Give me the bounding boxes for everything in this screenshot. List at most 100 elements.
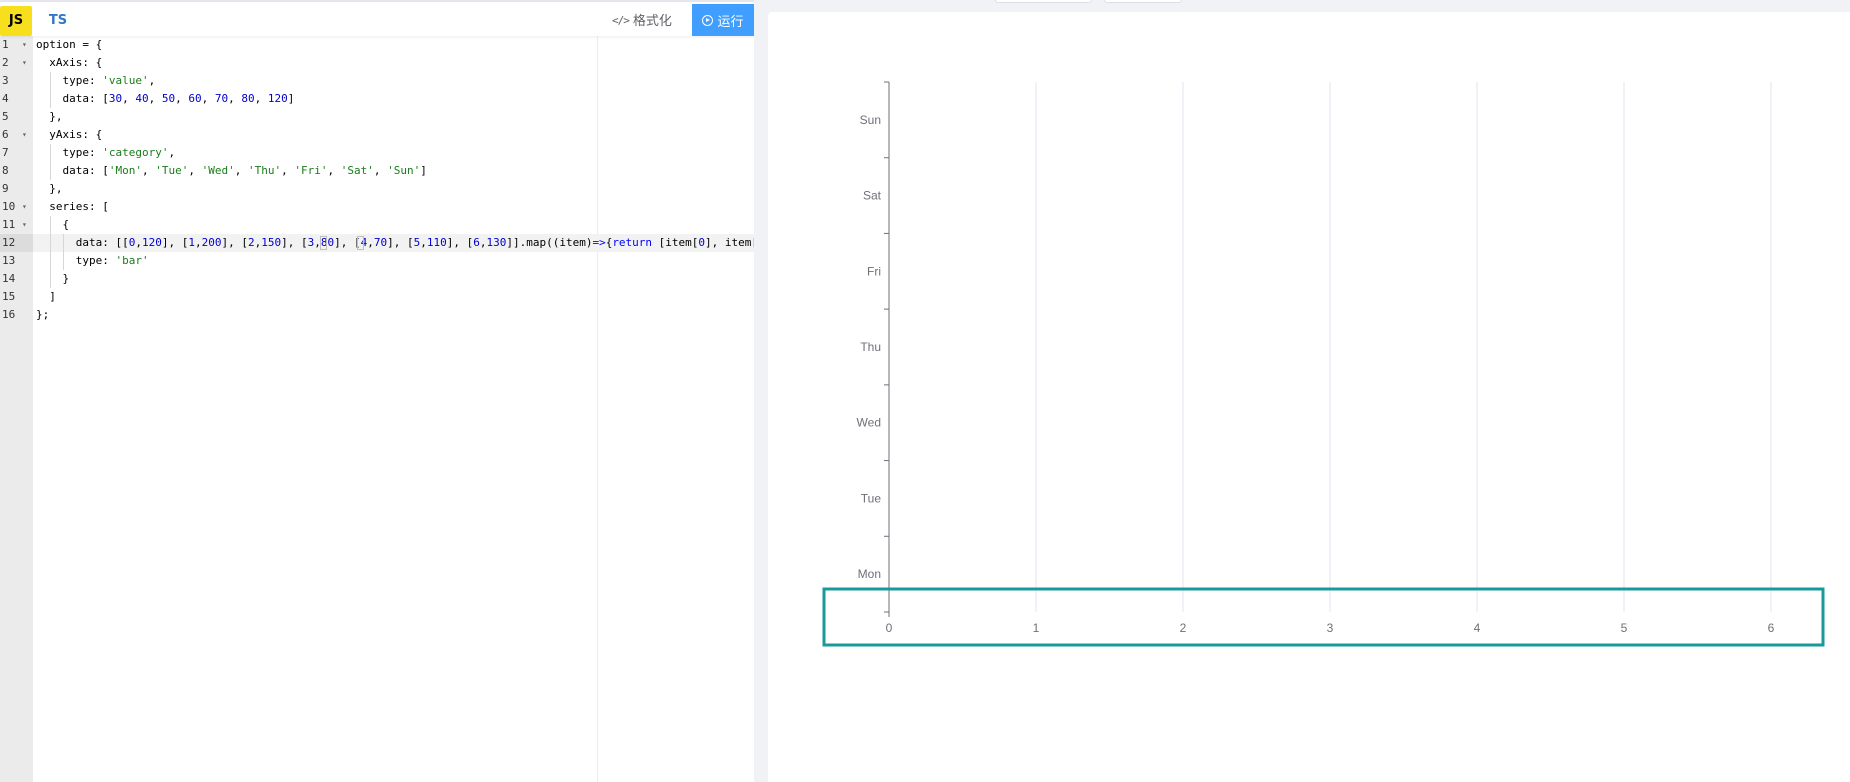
code-line-text: option = { [36,38,103,51]
indent-guide [50,72,52,90]
x-axis-label-0: 0 [886,621,893,635]
code-line[interactable]: }; [33,306,754,324]
indent-guide [63,234,65,252]
line-number: 11 ▾ [0,216,33,234]
code-line-text: } [36,272,70,285]
code-line-text: }, [36,110,63,123]
x-axis-label-3: 3 [1327,621,1334,635]
line-number-label: 9 [2,182,9,195]
fold-arrow-icon[interactable]: ▾ [22,220,27,229]
indent-guide [50,252,52,270]
code-line-text: type: 'bar' [36,254,149,267]
line-number-label: 15 [2,290,16,303]
line-number: 7 [0,144,33,162]
line-number: 9 [0,180,33,198]
code-line-text: ] [36,290,56,303]
editor-toolbar: JS TS </> 格式化 运行 [0,2,754,36]
line-number: 4 [0,90,33,108]
code-line-text: type: 'value', [36,74,156,87]
fold-arrow-icon[interactable]: ▾ [22,202,27,211]
line-number: 16 [0,306,33,324]
line-number-label: 16 [2,308,16,321]
y-axis-label-mon: Mon [858,567,881,581]
run-button[interactable]: 运行 [692,4,754,36]
line-number: 6 ▾ [0,126,33,144]
line-number-label: 11 [2,218,16,231]
line-number: 14 [0,270,33,288]
line-number: 15 [0,288,33,306]
y-axis-label-fri: Fri [867,264,881,278]
x-axis-label-4: 4 [1474,621,1481,635]
x-axis-highlight-box [822,587,1825,647]
fold-arrow-icon[interactable]: ▾ [22,40,27,49]
y-axis-label-tue: Tue [861,491,882,505]
line-number-label: 10 [2,200,16,213]
code-line[interactable]: data: ['Mon', 'Tue', 'Wed', 'Thu', 'Fri'… [33,162,754,180]
line-number: 2 ▾ [0,54,33,72]
code-line[interactable]: type: 'value', [33,72,754,90]
x-axis-label-5: 5 [1621,621,1628,635]
line-number-label: 13 [2,254,16,267]
indent-guide [50,216,52,234]
code-line-text: { [36,218,70,231]
indent-guide [50,144,52,162]
tab-ts[interactable]: TS [48,13,68,28]
code-line[interactable]: } [33,270,754,288]
format-button[interactable]: </> 格式化 [604,6,680,36]
tab-js[interactable]: JS [0,6,32,36]
play-circle-icon [702,14,714,26]
code-line[interactable]: type: 'bar' [33,252,754,270]
editor-top-border [0,0,754,2]
code-icon: </> [612,14,630,27]
code-line[interactable]: ] [33,288,754,306]
line-number: 1 ▾ [0,36,33,54]
code-line[interactable]: type: 'category', [33,144,754,162]
line-number-label: 6 [2,128,9,141]
line-number-label: 2 [2,56,9,69]
code-line[interactable]: data: [[0,120], [1,200], [2,150], [3,80]… [33,234,754,252]
code-line-text: yAxis: { [36,128,103,141]
format-button-label: 格式化 [632,13,672,28]
code-line[interactable]: data: [30, 40, 50, 60, 70, 80, 120] [33,90,754,108]
y-axis-label-sat: Sat [863,189,882,203]
fold-arrow-icon[interactable]: ▾ [22,58,27,67]
bracket-match-open [320,236,327,250]
line-number: 12 [0,234,33,252]
line-number-gutter[interactable]: 1 ▾ 2 ▾ 3 4 5 6 ▾ 7 8 9 10 ▾ 11 ▾ 12 13 14 15 16 [0,36,33,782]
preview-toolbar-button[interactable] [1104,0,1182,3]
code-line[interactable]: series: [ [33,198,754,216]
code-editor-panel: JS TS </> 格式化 运行 1 ▾ 2 ▾ 3 4 5 6 ▾ 7 8 9 10 ▾ 11 ▾ 12 13 1… [0,0,754,782]
code-line[interactable]: yAxis: { [33,126,754,144]
code-line-text: xAxis: { [36,56,103,69]
code-line-text: series: [ [36,200,109,213]
line-number-label: 7 [2,146,9,159]
indent-guide [50,90,52,108]
y-axis-label-wed: Wed [857,416,881,430]
code-line[interactable]: { [33,216,754,234]
line-number-label: 5 [2,110,9,123]
line-number: 5 [0,108,33,126]
y-axis-label-sun: Sun [860,113,881,127]
line-number-label: 12 [2,236,16,249]
indent-guide [50,234,52,252]
line-number: 10 ▾ [0,198,33,216]
code-line[interactable]: xAxis: { [33,54,754,72]
code-line[interactable]: option = { [33,36,754,54]
code-line[interactable]: }, [33,108,754,126]
x-axis-label-6: 6 [1768,621,1775,635]
line-number-label: 3 [2,74,9,87]
fold-arrow-icon[interactable]: ▾ [22,130,27,139]
x-axis-label-1: 1 [1033,621,1040,635]
code-line-text: }, [36,182,63,195]
x-axis-label-2: 2 [1180,621,1187,635]
code-text-area[interactable]: option = { xAxis: { type: 'value', data:… [33,36,754,782]
line-number-label: 4 [2,92,9,105]
code-line[interactable]: }, [33,180,754,198]
code-line-text: data: [30, 40, 50, 60, 70, 80, 120] [36,92,295,105]
bar-chart: Mon Tue Wed Thu Fri Sat Sun 0 1 2 3 4 5 6 [822,81,1825,647]
line-number-label: 14 [2,272,16,285]
preview-toolbar-button[interactable] [995,0,1092,3]
code-line-text: type: 'category', [36,146,176,159]
code-line-text: }; [36,308,50,321]
